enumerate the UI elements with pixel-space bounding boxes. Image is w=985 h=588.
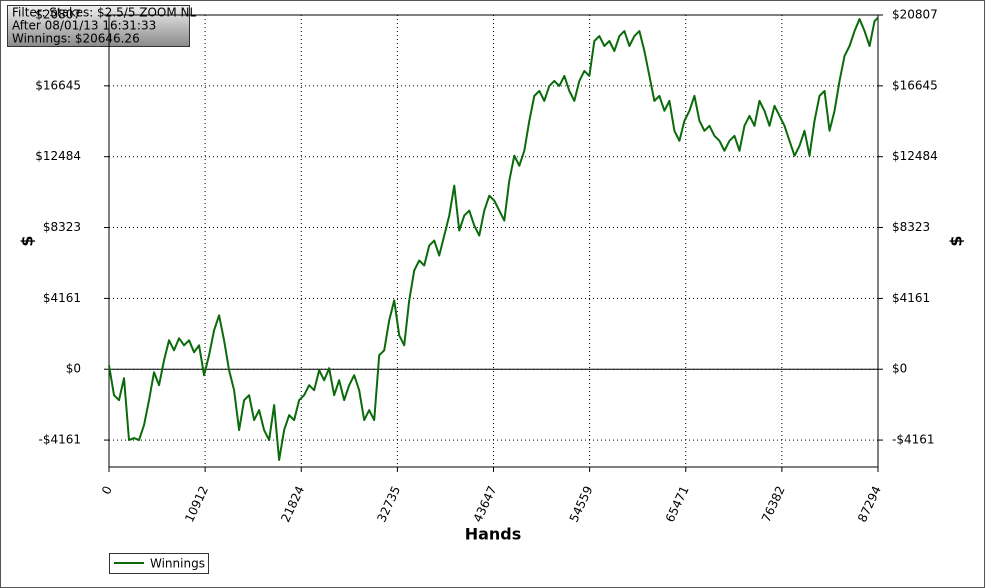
info-line: Filter: Stakes: $2.5/5 ZOOM NL	[12, 6, 197, 20]
info-box: Filter: Stakes: $2.5/5 ZOOM NL After 08/…	[7, 5, 197, 47]
y-tick-label: $20807	[35, 8, 81, 22]
y2-tick-label: $16645	[892, 78, 938, 92]
y2-tick-label: $4161	[892, 291, 930, 305]
info-line: After 08/01/13 16:31:33	[12, 19, 156, 33]
y2-tick-label: $20807	[892, 8, 938, 22]
info-line: Winnings: $20646.26	[12, 32, 140, 46]
y-tick-label: $8323	[43, 220, 81, 234]
y2-tick-label: $8323	[892, 220, 930, 234]
y2-tick-label: $12484	[892, 149, 938, 163]
y2-tick-label: $0	[892, 362, 907, 376]
y-tick-label: $0	[66, 362, 81, 376]
legend-box	[109, 553, 209, 574]
legend: Winnings	[109, 553, 209, 574]
y2-tick-label: -$4161	[892, 433, 935, 447]
series-line	[108, 17, 879, 462]
y-tick-label: $4161	[43, 291, 81, 305]
y2-axis-title: $	[947, 235, 966, 246]
x-axis-title: Hands	[465, 525, 522, 544]
legend-label: Winnings	[150, 557, 205, 571]
y-tick-label: $16645	[35, 78, 81, 92]
info-box-bg	[7, 5, 190, 47]
y-axis-title: $	[18, 235, 37, 246]
y-tick-label: $12484	[35, 149, 81, 163]
y-tick-label: -$4161	[38, 433, 81, 447]
